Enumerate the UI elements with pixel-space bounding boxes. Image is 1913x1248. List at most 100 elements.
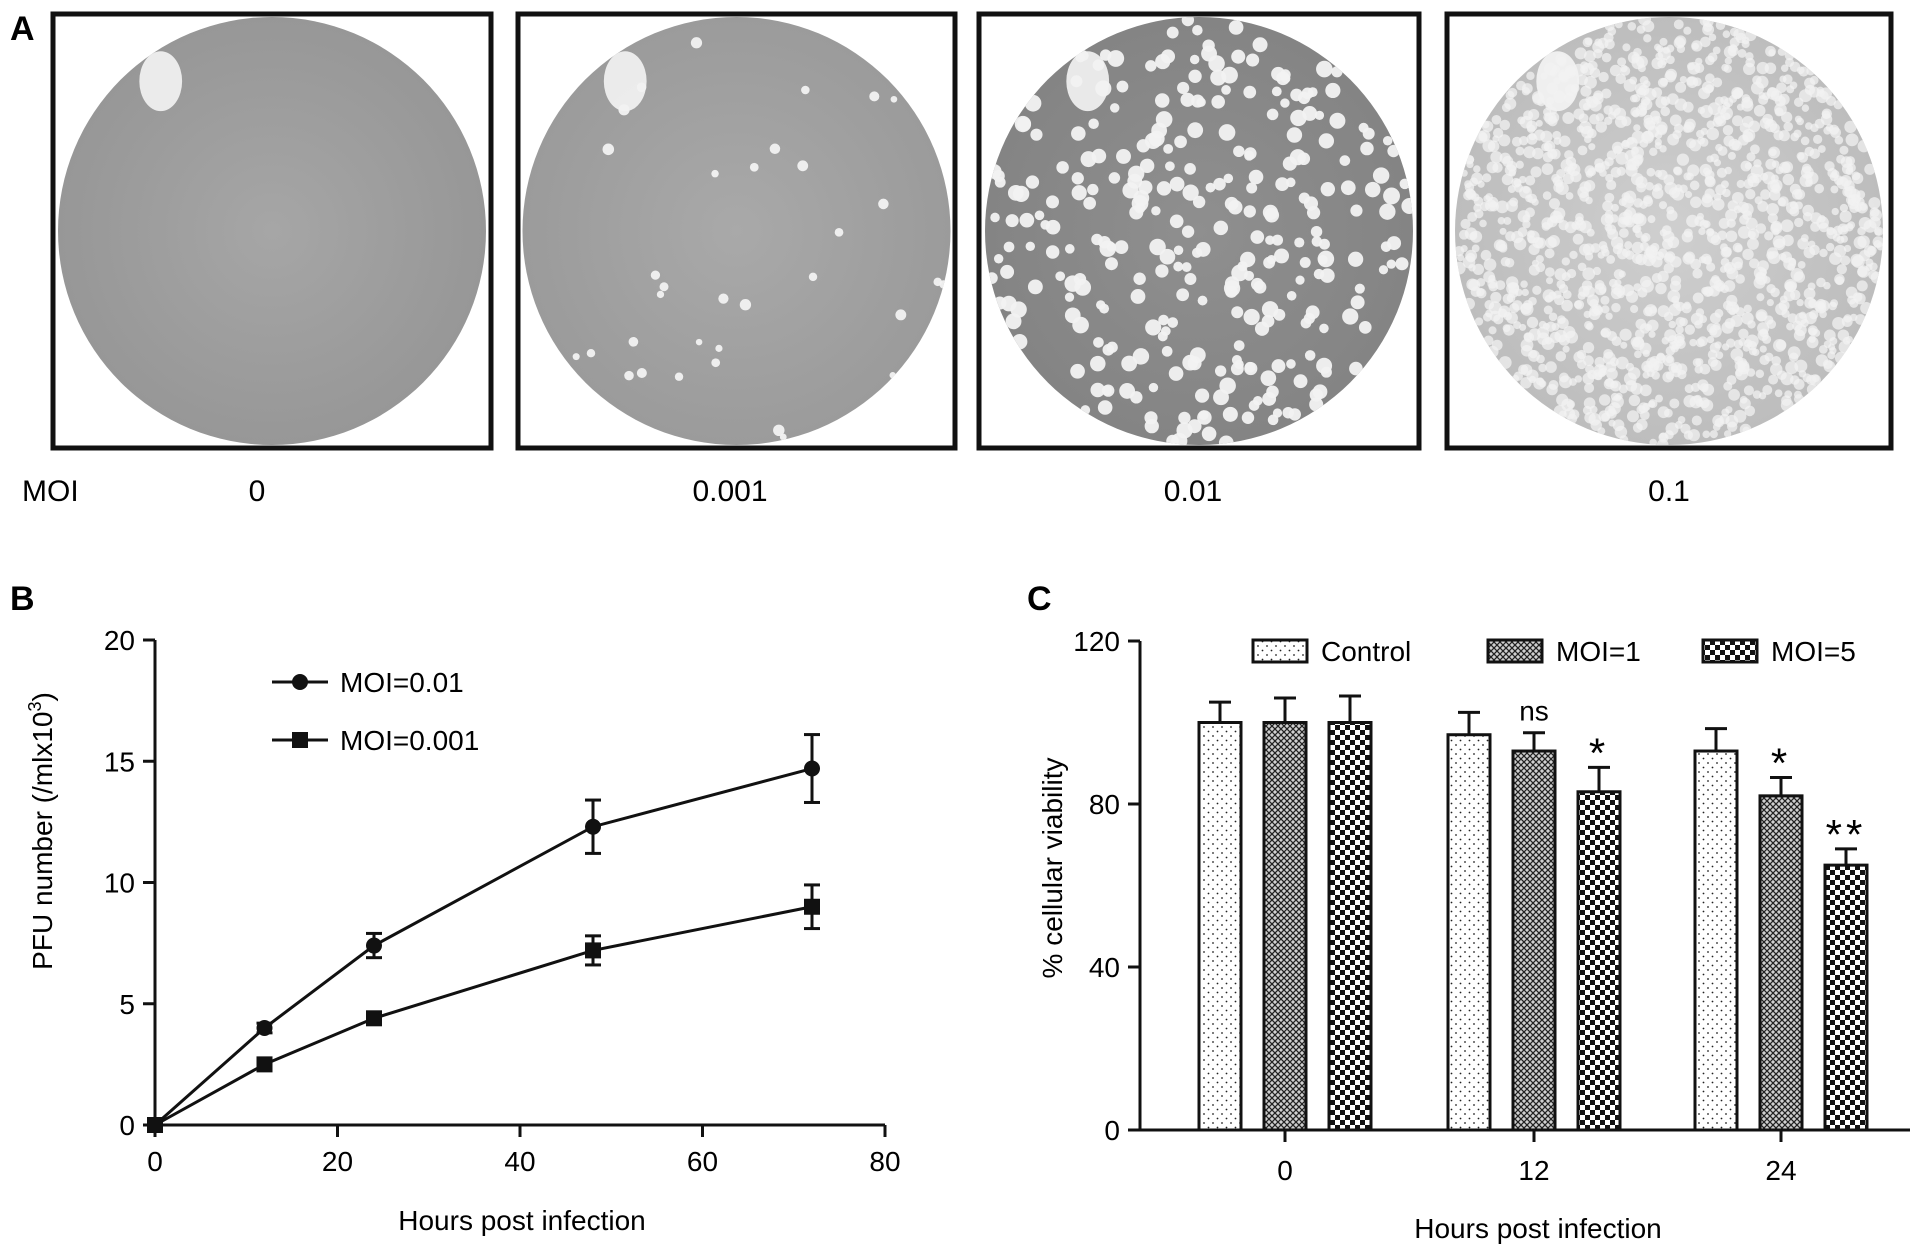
plaque (1621, 140, 1630, 150)
plaque (1648, 330, 1656, 338)
plaque (1559, 375, 1572, 389)
plaque (1464, 227, 1478, 240)
plaque (1783, 121, 1793, 132)
plaque (1713, 159, 1722, 167)
plaque (1587, 60, 1598, 71)
plaque (1609, 64, 1622, 77)
plaque (1724, 166, 1732, 175)
plaque (1706, 120, 1715, 129)
plaque (1537, 326, 1549, 339)
panel-b-letter: B (10, 580, 35, 618)
plaque (1770, 222, 1783, 235)
plaque (1789, 352, 1799, 362)
plaque (1606, 331, 1618, 342)
b-x-tick-label: 60 (687, 1146, 718, 1177)
plaque (1526, 71, 1535, 81)
plaque (1666, 209, 1678, 221)
plaque (1314, 110, 1325, 120)
plaque (1246, 182, 1258, 194)
plaque (1520, 280, 1528, 288)
plaque (1657, 59, 1667, 69)
plaque (1623, 78, 1637, 92)
plaque (1790, 267, 1804, 281)
plaque (1064, 244, 1075, 254)
plaque (1762, 384, 1773, 395)
plaque (1797, 237, 1809, 250)
plaque (1776, 82, 1787, 94)
plaque (1379, 203, 1396, 220)
plaque (1659, 37, 1668, 46)
plaque (1769, 123, 1780, 134)
plaque (1517, 210, 1530, 223)
plaque (1802, 373, 1812, 383)
plaque (1786, 322, 1794, 331)
plaque (1214, 365, 1227, 377)
plaque (1801, 163, 1812, 174)
plaque (1728, 389, 1740, 401)
plaque (1747, 172, 1758, 184)
plaque (1188, 69, 1202, 83)
plaque (1715, 351, 1724, 360)
plaque (1471, 172, 1483, 185)
plaque (1535, 255, 1544, 264)
moi-label-well-4: 0.1 (1648, 475, 1690, 508)
plaque (1836, 264, 1847, 275)
b-y-tick-label: 0 (119, 1110, 135, 1141)
plaque (1639, 323, 1651, 334)
plaque (1480, 249, 1492, 261)
plaque (1286, 290, 1297, 301)
reflection-spot (603, 51, 647, 112)
b-y-tick-label: 15 (104, 746, 135, 777)
plaque (1820, 113, 1833, 126)
plaque (690, 37, 703, 49)
plaque (1764, 231, 1774, 241)
plaque (1660, 106, 1671, 117)
plaque (1511, 136, 1522, 147)
plaque (1816, 216, 1829, 229)
plaque-spots (1455, 17, 1883, 445)
plaque (1223, 173, 1234, 184)
plaque (1309, 388, 1323, 402)
plaque (1675, 325, 1684, 334)
plaque (1520, 302, 1534, 316)
plaque (1574, 299, 1585, 310)
plaque (1701, 253, 1712, 265)
plaque (1536, 354, 1545, 364)
plaque (1717, 146, 1728, 156)
plaque (1553, 182, 1564, 193)
plaque (1093, 337, 1104, 348)
plaque (718, 293, 729, 304)
plaque (1466, 160, 1474, 169)
plaque (1703, 220, 1711, 228)
plaque (1663, 262, 1674, 274)
plaque (1565, 192, 1574, 200)
plaque (1576, 125, 1585, 133)
plaque (1636, 182, 1647, 193)
plaque (1007, 184, 1024, 201)
plaque (1819, 248, 1828, 258)
plaque (1654, 115, 1662, 124)
plaque (1847, 193, 1861, 207)
plaque (1546, 383, 1558, 396)
plaque (1354, 283, 1365, 294)
plaque (1182, 354, 1199, 371)
plaque (1674, 35, 1687, 47)
plaque (1657, 270, 1669, 283)
c-y-tick-label: 40 (1089, 952, 1120, 983)
c-y-tick-label: 80 (1089, 789, 1120, 820)
plaque (1473, 196, 1484, 207)
well-images (50, 11, 1894, 451)
plaque (1618, 228, 1629, 238)
plaque (1679, 184, 1688, 194)
plaque (1738, 328, 1749, 339)
plaque (1803, 246, 1816, 259)
plaque (1770, 287, 1780, 298)
plaque (1243, 85, 1257, 99)
plaque (1233, 145, 1245, 158)
plaque (1768, 146, 1781, 159)
plaque (1498, 243, 1508, 253)
plaque (1528, 109, 1540, 121)
plaque (1527, 193, 1538, 204)
plaque (1668, 320, 1677, 329)
